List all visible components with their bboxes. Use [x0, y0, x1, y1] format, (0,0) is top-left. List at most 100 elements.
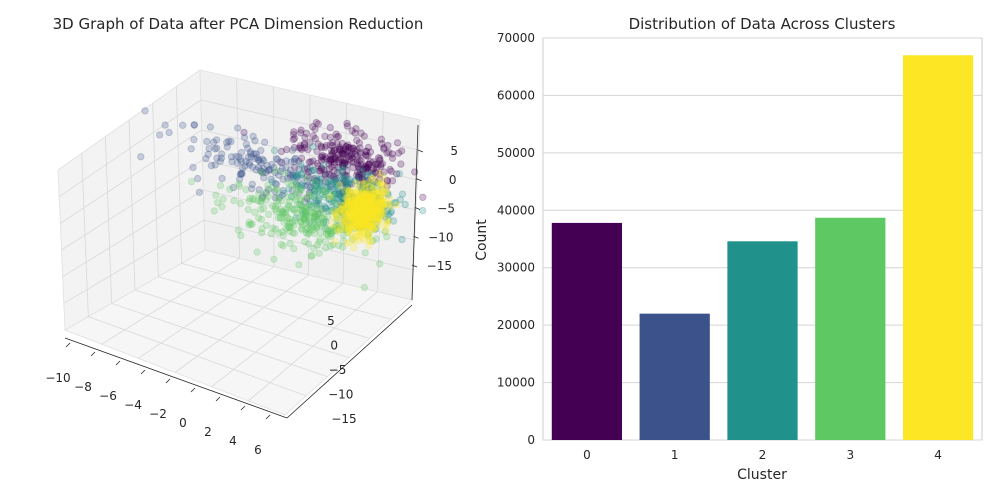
scatter-point-cluster-4 [366, 205, 374, 213]
scatter-point-cluster-0 [341, 171, 350, 180]
scatter-point-cluster-4 [367, 212, 375, 220]
scatter-point-cluster-3 [313, 206, 321, 214]
scatter-point-cluster-4 [358, 192, 367, 201]
scatter-point-cluster-2 [316, 175, 324, 183]
scatter-point-cluster-1 [206, 123, 215, 131]
scatter-point-cluster-3 [360, 283, 369, 292]
z-axis-line [411, 124, 419, 301]
scatter-point-cluster-1 [190, 121, 199, 129]
scatter-point-cluster-3 [257, 194, 266, 202]
scatter-point-cluster-1 [250, 150, 258, 158]
scatter-point-cluster-0 [337, 188, 345, 197]
x-tick-label: 3 [846, 448, 854, 462]
scatter-point-cluster-4 [360, 215, 368, 224]
scatter-point-cluster-4 [341, 207, 349, 215]
scatter-point-cluster-0 [303, 194, 311, 203]
scatter-point-cluster-3 [293, 182, 301, 191]
scatter-point-cluster-4 [333, 223, 341, 232]
scatter-point-cluster-4 [366, 224, 374, 232]
scatter-point-cluster-3 [339, 237, 348, 245]
scatter-point-cluster-1 [256, 167, 265, 175]
scatter-point-cluster-0 [305, 158, 313, 167]
scatter-point-cluster-4 [365, 194, 374, 202]
scatter-point-cluster-1 [247, 153, 255, 161]
scatter-point-cluster-3 [280, 208, 288, 217]
scatter-point-cluster-3 [235, 182, 244, 190]
scatter-point-cluster-2 [382, 201, 390, 209]
scatter-point-cluster-4 [361, 213, 369, 221]
scatter-point-cluster-4 [347, 212, 355, 220]
scatter-point-cluster-2 [344, 205, 352, 214]
scatter-point-cluster-3 [381, 228, 389, 236]
scatter-point-cluster-0 [376, 156, 384, 165]
scatter-point-cluster-4 [368, 207, 376, 215]
scatter-point-cluster-0 [333, 168, 341, 177]
scatter-point-cluster-4 [364, 231, 372, 240]
scatter-point-cluster-4 [360, 222, 368, 231]
scatter-point-cluster-1 [282, 163, 290, 172]
scatter-point-cluster-0 [314, 140, 322, 148]
scatter-point-cluster-1 [265, 166, 273, 174]
scatter-point-cluster-3 [284, 222, 293, 230]
scatter-point-cluster-4 [342, 194, 350, 202]
scatter-point-cluster-2 [361, 220, 369, 228]
scatter-point-cluster-2 [398, 235, 406, 244]
scatter-point-cluster-4 [356, 197, 364, 205]
scatter-point-cluster-4 [368, 208, 377, 216]
scatter-point-cluster-3 [298, 203, 307, 211]
scatter-point-cluster-3 [339, 223, 347, 232]
scatter-point-cluster-4 [383, 220, 391, 228]
scatter-point-cluster-2 [327, 197, 335, 206]
scatter-point-cluster-4 [363, 198, 372, 207]
scatter-point-cluster-4 [339, 201, 348, 210]
scatter-point-cluster-4 [361, 206, 369, 214]
scatter-point-cluster-0 [359, 165, 367, 173]
scatter-point-cluster-1 [235, 175, 244, 183]
scatter-point-cluster-2 [349, 192, 357, 201]
scatter-point-cluster-2 [362, 188, 370, 196]
scatter-point-cluster-2 [359, 215, 367, 224]
scatter-point-cluster-0 [364, 160, 372, 169]
scatter-point-cluster-4 [354, 211, 363, 219]
scatter-point-cluster-4 [373, 198, 381, 207]
scatter-point-cluster-1 [284, 174, 292, 183]
scatter-point-cluster-4 [351, 189, 359, 198]
scatter-point-cluster-1 [254, 156, 263, 165]
scatter-point-cluster-2 [332, 179, 340, 188]
scatter-point-cluster-4 [359, 195, 367, 203]
scatter-point-cluster-3 [383, 233, 391, 241]
scatter-point-cluster-2 [337, 200, 345, 208]
scatter-point-cluster-3 [280, 218, 288, 226]
scatter-point-cluster-0 [345, 152, 353, 161]
scatter-point-cluster-3 [287, 223, 295, 231]
scatter-point-cluster-3 [301, 193, 310, 202]
scatter-point-cluster-4 [363, 222, 371, 231]
scatter-point-cluster-3 [303, 212, 311, 220]
scatter-point-cluster-1 [322, 170, 331, 178]
scatter-point-cluster-1 [202, 154, 210, 163]
scatter-point-cluster-1 [161, 121, 169, 129]
scatter-point-cluster-2 [311, 176, 319, 185]
scatter-point-cluster-4 [375, 198, 384, 206]
scatter-point-cluster-2 [371, 215, 380, 224]
x-tick-label: 1 [671, 448, 679, 462]
scatter-point-cluster-1 [286, 173, 295, 181]
y-tick-label: 10000 [497, 376, 535, 390]
scatter-point-cluster-4 [364, 208, 372, 216]
scatter-point-cluster-2 [333, 194, 341, 203]
scatter-point-cluster-4 [358, 228, 366, 237]
scatter-point-cluster-2 [338, 207, 346, 215]
scatter-point-cluster-4 [381, 182, 389, 190]
scatter-point-cluster-2 [270, 146, 279, 155]
scatter-point-cluster-2 [342, 186, 350, 195]
scatter-point-cluster-0 [386, 165, 394, 174]
scatter-point-cluster-0 [371, 160, 380, 168]
scatter-point-cluster-4 [349, 191, 358, 199]
scatter-point-cluster-0 [343, 172, 351, 180]
scatter-point-cluster-0 [305, 188, 314, 197]
scatter-point-cluster-0 [357, 160, 365, 169]
scatter-point-cluster-4 [351, 219, 359, 228]
scatter-point-cluster-3 [346, 220, 354, 229]
scatter-point-cluster-2 [291, 172, 299, 180]
scatter-point-cluster-1 [240, 133, 249, 142]
